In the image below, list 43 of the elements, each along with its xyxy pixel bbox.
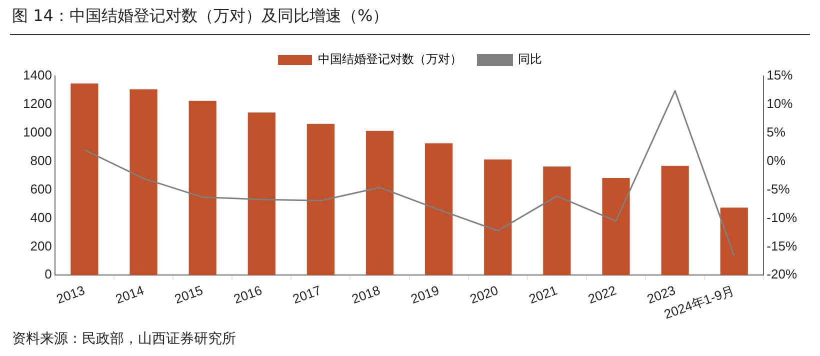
bar — [661, 166, 689, 276]
bar — [602, 178, 630, 276]
y-tick-label: 1000 — [23, 124, 52, 140]
y2-tick-label: 0% — [766, 152, 786, 168]
y2-tick-label: 5% — [766, 124, 786, 140]
x-tick-label: 2020 — [468, 282, 500, 307]
bar — [70, 84, 98, 276]
bar — [188, 100, 216, 276]
y-tick-label: 800 — [30, 152, 52, 168]
x-tick-label: 2021 — [526, 282, 560, 307]
x-tick-label: 2013 — [54, 282, 87, 307]
bar — [248, 112, 276, 276]
legend-label: 中国结婚登记对数（万对） — [318, 52, 462, 66]
y-tick-label: 200 — [30, 238, 52, 254]
bar — [130, 89, 158, 276]
bar — [720, 208, 748, 276]
bar — [425, 143, 453, 276]
x-tick-label: 2018 — [350, 282, 382, 307]
bar — [366, 130, 394, 276]
legend-label: 同比 — [518, 52, 542, 66]
bar — [484, 159, 512, 276]
x-tick-label: 2014 — [113, 282, 146, 307]
x-tick-label: 2015 — [172, 282, 205, 307]
y2-tick-label: -15% — [766, 238, 798, 254]
y2-tick-label: 10% — [766, 96, 794, 112]
bar — [306, 124, 334, 276]
bar — [543, 166, 571, 276]
y2-tick-label: -20% — [766, 266, 798, 282]
y2-tick-label: 15% — [766, 68, 794, 83]
y2-tick-label: -10% — [766, 210, 798, 225]
y-tick-label: 1400 — [23, 68, 52, 83]
x-tick-label: 2019 — [408, 282, 442, 307]
chart-title: 图 14：中国结婚登记对数（万对）及同比增速（%） — [12, 6, 389, 27]
y-tick-label: 1200 — [23, 96, 52, 112]
x-tick-label: 2023 — [645, 282, 678, 307]
x-tick-label: 2016 — [232, 282, 264, 307]
x-tick-label: 2017 — [290, 282, 323, 307]
y-tick-label: 0 — [44, 266, 52, 282]
y-tick-label: 600 — [30, 181, 52, 196]
y2-tick-label: -5% — [766, 181, 790, 196]
y-tick-label: 400 — [30, 210, 52, 225]
text: 资料来源：民政部，山西证券研究所 — [12, 330, 236, 348]
x-tick-label: 2022 — [586, 282, 618, 307]
